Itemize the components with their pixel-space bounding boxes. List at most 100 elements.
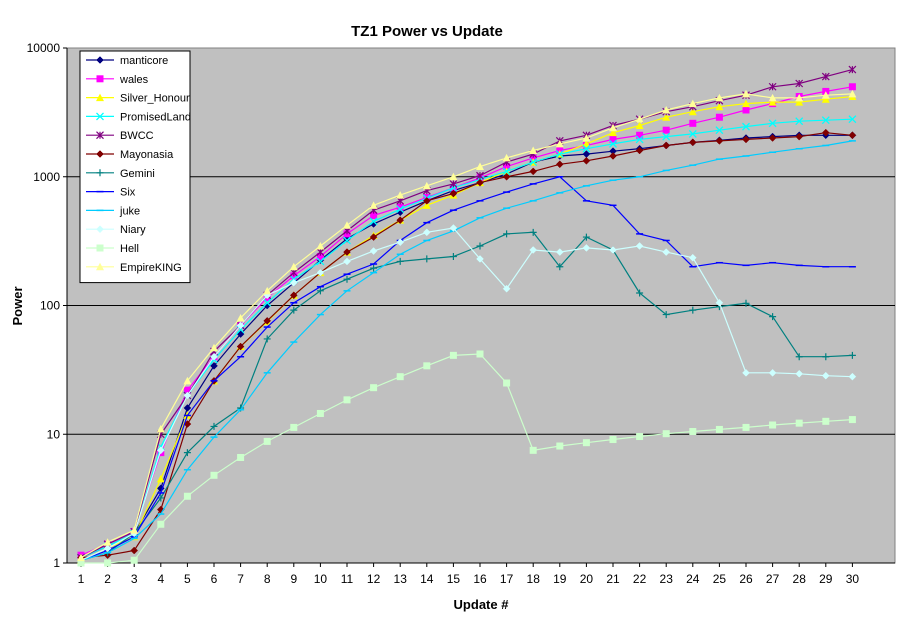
data-point [449, 253, 457, 261]
x-tick-label: 21 [606, 572, 620, 586]
x-tick-label: 4 [157, 572, 164, 586]
data-point [715, 113, 723, 121]
data-point [662, 132, 671, 141]
data-point [662, 430, 670, 438]
data-point [210, 343, 218, 352]
data-point [263, 286, 272, 295]
x-tick-label: 19 [553, 572, 567, 586]
data-point [316, 287, 324, 295]
legend-label: Silver_Honour [120, 93, 190, 105]
x-tick-label: 6 [211, 572, 218, 586]
data-point [77, 553, 85, 562]
data-point [343, 221, 351, 229]
legend-label: Mayonasia [120, 149, 174, 161]
data-point [609, 436, 617, 444]
data-point [183, 492, 191, 500]
legend-label: Gemini [120, 168, 155, 180]
data-point [715, 102, 724, 111]
x-tick-label: 9 [290, 572, 297, 586]
data-point [555, 150, 564, 159]
legend-label: Six [120, 187, 136, 199]
data-point [795, 353, 803, 361]
data-point [156, 446, 165, 455]
x-tick-label: 25 [713, 572, 727, 586]
legend-item: manticore [86, 55, 168, 67]
data-point [768, 134, 777, 142]
data-point [236, 342, 245, 351]
data-point [795, 79, 804, 88]
data-point [503, 379, 511, 387]
data-point [210, 352, 218, 361]
data-point [183, 391, 192, 400]
data-point [316, 253, 324, 261]
data-point [662, 105, 671, 114]
data-point [370, 212, 378, 220]
x-tick-label: 26 [739, 572, 753, 586]
data-point [635, 115, 644, 123]
data-point [662, 248, 671, 256]
data-point [848, 83, 856, 91]
data-point [502, 172, 511, 181]
data-point [130, 546, 139, 555]
data-point [582, 439, 590, 447]
data-point [582, 144, 591, 153]
data-point [848, 89, 857, 98]
y-tick-label: 1000 [33, 170, 60, 184]
legend-label: PromisedLand [120, 111, 191, 123]
data-point [156, 474, 165, 483]
data-point [555, 248, 564, 256]
data-point [316, 241, 325, 250]
x-tick-label: 29 [819, 572, 833, 586]
x-tick-label: 20 [580, 572, 594, 586]
data-point [848, 416, 856, 424]
data-point [476, 255, 484, 263]
legend-item: Six [86, 187, 136, 199]
data-point [742, 106, 750, 114]
x-tick-label: 18 [527, 572, 541, 586]
data-point [821, 72, 830, 81]
data-point [210, 471, 218, 479]
data-point [369, 201, 378, 209]
data-point [795, 117, 804, 126]
data-point [742, 368, 750, 377]
data-point [476, 178, 484, 187]
data-point [609, 152, 617, 160]
data-point [476, 171, 484, 180]
x-tick-label: 10 [314, 572, 328, 586]
data-point [289, 278, 298, 287]
data-point [476, 350, 484, 358]
data-point [795, 132, 804, 141]
data-point [289, 262, 298, 271]
data-point [449, 172, 458, 181]
data-point [662, 141, 671, 150]
data-point [290, 306, 298, 314]
x-tick-label: 16 [473, 572, 487, 586]
data-point [369, 247, 378, 255]
legend-marker [96, 262, 104, 271]
data-point [422, 228, 431, 237]
data-point [715, 126, 724, 135]
data-point [768, 98, 777, 106]
x-tick-label: 23 [660, 572, 674, 586]
data-point [609, 123, 617, 132]
data-point [343, 257, 351, 266]
legend-marker [96, 244, 104, 252]
series-line-Six [80, 176, 853, 561]
data-point [103, 544, 112, 553]
series-juke [77, 140, 856, 562]
x-tick-label: 1 [78, 572, 85, 586]
x-tick-label: 8 [264, 572, 271, 586]
data-point [316, 257, 325, 266]
data-point [821, 116, 830, 125]
legend-item: juke [86, 205, 140, 217]
data-point [742, 99, 750, 108]
data-point [742, 299, 750, 307]
data-point [769, 421, 777, 429]
series-line-Hell [81, 353, 853, 564]
data-point [263, 316, 272, 325]
data-point [848, 115, 857, 124]
data-point [343, 236, 351, 245]
data-point [636, 131, 644, 139]
data-point [821, 91, 830, 99]
